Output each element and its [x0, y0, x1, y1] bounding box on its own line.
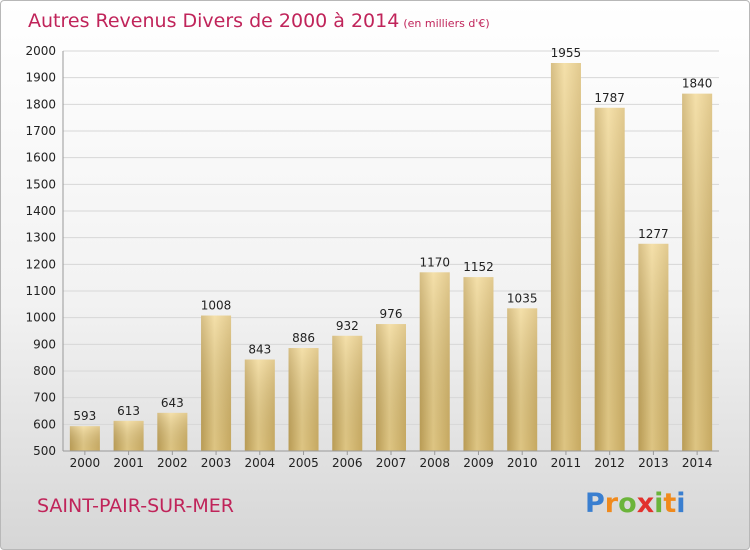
y-tick-label: 1200	[25, 257, 56, 271]
y-tick-label: 900	[33, 337, 56, 351]
proxiti-logo: Proxiti	[585, 488, 686, 519]
logo-letter: x	[636, 488, 655, 519]
bar-shading	[550, 63, 581, 451]
x-tick-label: 2001	[113, 456, 144, 470]
data-label: 1787	[594, 91, 625, 105]
data-label: 613	[117, 404, 140, 418]
bar-shading	[113, 420, 144, 451]
bars	[69, 63, 713, 452]
y-tick-label: 1400	[25, 204, 56, 218]
y-tick-label: 2000	[25, 44, 56, 58]
x-tick-label: 2008	[419, 456, 450, 470]
data-label: 1955	[551, 46, 582, 60]
data-label: 1170	[419, 255, 450, 269]
logo-letter: o	[618, 488, 637, 519]
x-tick-label: 2000	[70, 456, 101, 470]
x-axis: 2000 2001 2002 2003 2004 2005 2006 2007 2008 2009…	[70, 451, 713, 470]
data-label: 1008	[201, 299, 232, 313]
x-tick-label: 2004	[245, 456, 276, 470]
bar-shading	[376, 324, 406, 451]
y-tick-label: 800	[33, 364, 56, 378]
data-labels: 593 613 643 1008 843 886 932 976 1170 1152 1035 195…	[73, 46, 712, 423]
logo-letter: i	[654, 488, 664, 519]
location-label: SAINT-PAIR-SUR-MER	[37, 495, 234, 517]
bar-shading	[288, 348, 319, 451]
y-tick-label: 1600	[25, 151, 56, 165]
y-tick-label: 600	[33, 417, 56, 431]
x-tick-label: 2010	[507, 456, 538, 470]
bar-shading	[594, 107, 625, 452]
data-label: 643	[161, 396, 184, 410]
bar-shading	[463, 277, 494, 451]
bar-shading	[507, 308, 538, 451]
x-tick-label: 2007	[376, 456, 407, 470]
x-tick-label: 2009	[463, 456, 494, 470]
y-tick-label: 1000	[25, 311, 56, 325]
logo-letter: i	[676, 488, 686, 519]
data-label: 1277	[638, 227, 669, 241]
bar-shading	[638, 243, 669, 451]
y-tick-label: 1100	[25, 284, 56, 298]
bar-shading	[332, 335, 363, 451]
chart-unit: (en milliers d'€)	[403, 17, 490, 30]
bar-shading	[201, 315, 232, 451]
x-tick-label: 2012	[594, 456, 625, 470]
bar-shading	[244, 359, 275, 451]
y-tick-label: 1300	[25, 231, 56, 245]
logo-letter: t	[663, 488, 677, 519]
bar-shading	[419, 272, 450, 451]
y-tick-label: 1800	[25, 97, 56, 111]
data-label: 886	[292, 331, 315, 345]
y-tick-label: 1700	[25, 124, 56, 138]
x-tick-label: 2005	[288, 456, 319, 470]
x-tick-label: 2014	[682, 456, 713, 470]
x-tick-label: 2013	[638, 456, 669, 470]
y-tick-label: 500	[33, 444, 56, 458]
data-label: 593	[73, 409, 96, 423]
data-label: 932	[336, 319, 359, 333]
y-tick-label: 1500	[25, 177, 56, 191]
logo-letter: P	[585, 488, 605, 519]
y-tick-label: 700	[33, 391, 56, 405]
y-tick-label: 1900	[25, 71, 56, 85]
chart-title: Autres Revenus Divers de 2000 à 2014 (en …	[28, 10, 490, 32]
x-tick-label: 2003	[201, 456, 232, 470]
bar-shading	[682, 93, 713, 452]
data-label: 1035	[507, 291, 538, 305]
data-label: 976	[380, 307, 403, 321]
bar-shading	[157, 412, 188, 451]
data-label: 1840	[682, 77, 713, 91]
data-label: 1152	[463, 260, 494, 274]
x-tick-label: 2002	[157, 456, 188, 470]
bar-shading	[69, 426, 100, 451]
x-tick-label: 2011	[551, 456, 582, 470]
x-tick-label: 2006	[332, 456, 363, 470]
logo-letter: r	[604, 488, 619, 519]
data-label: 843	[248, 343, 271, 357]
chart-title-text: Autres Revenus Divers de 2000 à 2014	[28, 10, 400, 32]
